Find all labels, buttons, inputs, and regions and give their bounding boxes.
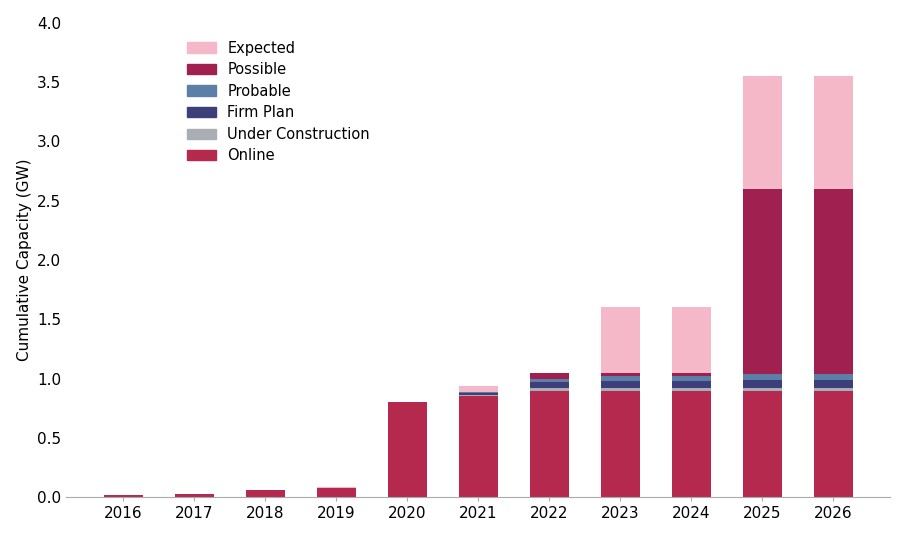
Bar [672, 381, 711, 388]
Bar [600, 381, 639, 388]
Bar [743, 388, 782, 391]
Legend: Expected, Possible, Probable, Firm Plan, Under Construction, Online: Expected, Possible, Probable, Firm Plan,… [180, 35, 375, 169]
Bar [246, 490, 285, 497]
Bar [530, 379, 569, 382]
Bar [459, 397, 498, 497]
Bar [317, 488, 356, 497]
Bar [317, 487, 356, 488]
Bar [672, 307, 711, 373]
Bar [672, 373, 711, 376]
Bar [388, 402, 427, 497]
Bar [530, 382, 569, 388]
Bar [743, 391, 782, 497]
Bar [743, 374, 782, 380]
Bar [175, 494, 214, 497]
Bar [814, 391, 853, 497]
Bar [600, 391, 639, 497]
Bar [530, 373, 569, 379]
Bar [672, 388, 711, 391]
Bar [814, 76, 853, 189]
Bar [103, 495, 142, 497]
Bar [814, 374, 853, 380]
Bar [600, 373, 639, 376]
Bar [814, 388, 853, 391]
Bar [600, 376, 639, 381]
Bar [672, 391, 711, 497]
Bar [600, 388, 639, 391]
Bar [743, 189, 782, 374]
Bar [743, 76, 782, 189]
Bar [814, 380, 853, 388]
Bar [743, 380, 782, 388]
Bar [459, 392, 498, 393]
Y-axis label: Cumulative Capacity (GW): Cumulative Capacity (GW) [16, 159, 32, 361]
Bar [530, 388, 569, 391]
Bar [459, 386, 498, 392]
Bar [459, 395, 498, 397]
Bar [459, 393, 498, 395]
Bar [600, 307, 639, 373]
Bar [530, 391, 569, 497]
Bar [672, 376, 711, 381]
Bar [814, 189, 853, 374]
